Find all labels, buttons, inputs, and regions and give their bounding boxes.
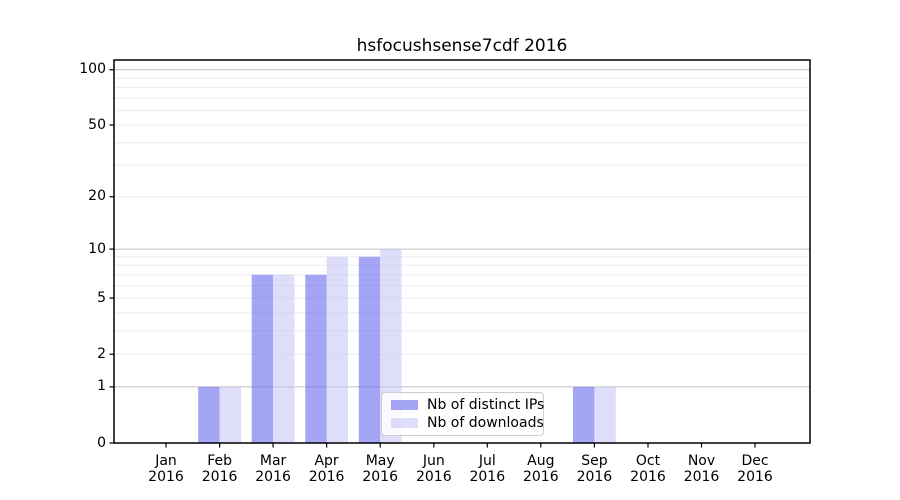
x-tick-month: Aug [527, 453, 555, 469]
legend: Nb of distinct IPs Nb of downloads [381, 392, 544, 436]
x-tick-label-jun: Jun 2016 [406, 453, 462, 485]
legend-item-distinct-ips: Nb of distinct IPs [391, 397, 544, 413]
y-tick-label-10: 10 [88, 240, 106, 257]
x-tick-year: 2016 [522, 469, 559, 485]
x-tick-month: Feb [207, 453, 232, 469]
x-tick-label-jan: Jan 2016 [138, 453, 194, 485]
x-tick-year: 2016 [201, 469, 238, 485]
x-tick-label-feb: Feb 2016 [192, 453, 248, 485]
x-tick-year: 2016 [148, 469, 184, 485]
x-tick-label-may: May 2016 [352, 453, 408, 485]
x-tick-year: 2016 [683, 469, 720, 485]
x-tick-year: 2016 [576, 469, 613, 485]
x-tick-year: 2016 [630, 469, 666, 485]
y-tick-label-50: 50 [88, 116, 106, 133]
x-tick-label-sep: Sep 2016 [566, 453, 622, 485]
bar-distinct-ips-apr [305, 274, 327, 443]
legend-label-distinct-ips: Nb of distinct IPs [427, 397, 545, 413]
y-tick-label-5: 5 [97, 289, 106, 306]
x-tick-label-jul: Jul 2016 [459, 453, 515, 485]
x-tick-label-apr: Apr 2016 [299, 453, 355, 485]
legend-item-downloads: Nb of downloads [391, 415, 544, 431]
x-tick-month: Sep [581, 453, 608, 469]
x-tick-label-dec: Dec 2016 [727, 453, 783, 485]
bar-downloads-sep [594, 386, 616, 443]
x-tick-month: Oct [635, 453, 661, 469]
bar-distinct-ips-may [358, 256, 381, 443]
x-tick-year: 2016 [308, 469, 345, 485]
chart-title: hsfocushsense7cdf 2016 [356, 36, 568, 56]
x-tick-year: 2016 [415, 469, 452, 485]
bar-downloads-mar [273, 274, 295, 443]
x-tick-year: 2016 [469, 469, 506, 485]
x-tick-month: Nov [687, 453, 716, 469]
x-tick-label-nov: Nov 2016 [674, 453, 730, 485]
x-tick-month: Mar [259, 453, 287, 469]
x-tick-month: Jun [422, 453, 445, 469]
x-tick-month: Dec [741, 453, 769, 469]
x-tick-month: Jul [478, 453, 496, 469]
x-tick-label-oct: Oct 2016 [620, 453, 676, 485]
x-tick-label-mar: Mar 2016 [245, 453, 301, 485]
y-tick-label-20: 20 [88, 188, 106, 205]
y-tick-label-0: 0 [97, 434, 106, 451]
bar-distinct-ips-feb [198, 386, 220, 443]
x-tick-year: 2016 [255, 469, 291, 485]
bar-downloads-feb [219, 386, 241, 443]
bar-downloads-apr [326, 256, 348, 443]
x-tick-year: 2016 [362, 469, 398, 485]
x-tick-month: May [365, 453, 395, 469]
x-tick-year: 2016 [737, 469, 773, 485]
x-tick-month: Apr [314, 453, 339, 469]
y-tick-label-1: 1 [97, 378, 106, 395]
legend-swatch-distinct-ips-icon [391, 400, 418, 410]
y-tick-label-100: 100 [79, 61, 106, 78]
y-tick-label-2: 2 [97, 345, 106, 362]
x-tick-month: Jan [155, 453, 177, 469]
bar-distinct-ips-sep [573, 386, 595, 443]
x-tick-label-aug: Aug 2016 [513, 453, 569, 485]
legend-label-downloads: Nb of downloads [427, 415, 544, 431]
legend-swatch-downloads-icon [391, 418, 418, 428]
bar-distinct-ips-mar [251, 274, 274, 443]
plot-frame [113, 59, 811, 444]
